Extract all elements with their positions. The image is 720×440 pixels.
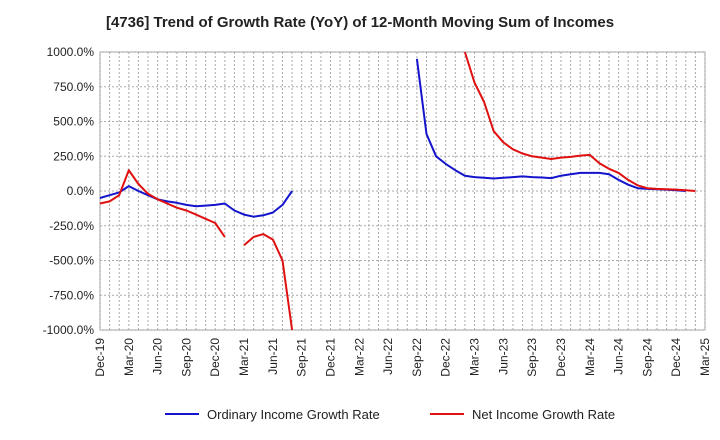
y-tick-label: 250.0%: [53, 149, 94, 163]
x-tick-label: Mar-25: [698, 338, 712, 376]
legend-label: Ordinary Income Growth Rate: [207, 407, 380, 422]
x-tick-label: Jun-21: [266, 338, 280, 375]
legend-label: Net Income Growth Rate: [472, 407, 615, 422]
y-tick-label: 1000.0%: [47, 45, 95, 59]
y-tick-label: -750.0%: [49, 288, 94, 302]
x-tick-label: Sep-24: [640, 338, 654, 377]
x-tick-label: Jun-24: [612, 338, 626, 375]
series-line-net-income: [99, 169, 226, 238]
x-tick-label: Mar-23: [468, 338, 482, 376]
y-tick-label: 750.0%: [53, 80, 94, 94]
x-tick-label: Jun-20: [151, 338, 165, 375]
x-tick-label: Dec-22: [439, 338, 453, 377]
x-tick-label: Dec-20: [208, 338, 222, 377]
series-line-ordinary-income: [415, 58, 686, 192]
x-tick-label: Sep-22: [410, 338, 424, 377]
x-tick-label: Dec-23: [554, 338, 568, 377]
x-tick-label: Dec-19: [93, 338, 107, 377]
y-tick-label: -250.0%: [49, 219, 94, 233]
series-line-ordinary-income: [99, 185, 293, 218]
x-tick-label: Jun-23: [496, 338, 510, 375]
x-tick-label: Mar-24: [583, 338, 597, 376]
x-tick-label: Mar-21: [237, 338, 251, 376]
x-tick-label: Dec-24: [669, 338, 683, 377]
y-tick-label: -1000.0%: [43, 323, 95, 337]
x-tick-label: Jun-22: [381, 338, 395, 375]
x-tick-label: Sep-20: [179, 338, 193, 377]
plot-area: [99, 51, 706, 331]
x-tick-label: Dec-21: [323, 338, 337, 377]
x-tick-label: Sep-21: [295, 338, 309, 377]
y-tick-label: -500.0%: [49, 254, 94, 268]
chart-title: [4736] Trend of Growth Rate (YoY) of 12-…: [105, 14, 615, 31]
series-line-net-income: [243, 233, 294, 331]
series-line-net-income: [463, 51, 696, 192]
x-tick-label: Sep-23: [525, 338, 539, 377]
x-tick-label: Mar-22: [352, 338, 366, 376]
y-tick-label: 500.0%: [53, 115, 94, 129]
x-tick-label: Mar-20: [122, 338, 136, 376]
y-tick-label: 0.0%: [67, 184, 95, 198]
